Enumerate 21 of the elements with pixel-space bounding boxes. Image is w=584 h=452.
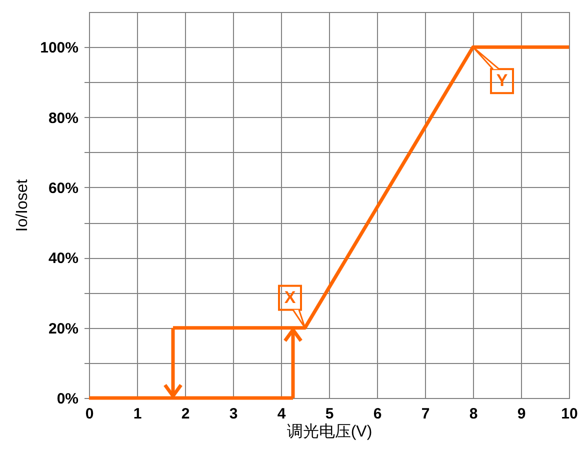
y-axis-title: Io/Ioset bbox=[14, 178, 32, 232]
x-tick-label: 4 bbox=[277, 406, 286, 422]
x-axis-title: 调光电压(V) bbox=[286, 422, 372, 440]
x-tick-label: 8 bbox=[469, 406, 478, 422]
x-tick-label: 5 bbox=[325, 406, 334, 422]
annotation: Y bbox=[496, 71, 508, 90]
x-tick-label: 6 bbox=[373, 406, 382, 422]
y-tick-label: 80% bbox=[48, 110, 78, 127]
x-tick-label: 1 bbox=[133, 406, 142, 422]
y-tick-label: 40% bbox=[48, 250, 78, 268]
x-tick-label: 7 bbox=[421, 406, 430, 422]
y-tick-label: 0% bbox=[56, 390, 78, 408]
x-tick-label: 9 bbox=[517, 406, 526, 422]
x-tick-label: 3 bbox=[229, 406, 238, 422]
annotation: X bbox=[284, 288, 296, 307]
x-tick-label: 0 bbox=[85, 406, 94, 422]
y-tick-label: 20% bbox=[48, 320, 78, 338]
x-tick-label: 10 bbox=[561, 406, 578, 422]
y-tick-label: 60% bbox=[48, 180, 78, 197]
x-tick-label: 2 bbox=[181, 406, 190, 422]
y-tick-label: 100% bbox=[40, 40, 78, 57]
